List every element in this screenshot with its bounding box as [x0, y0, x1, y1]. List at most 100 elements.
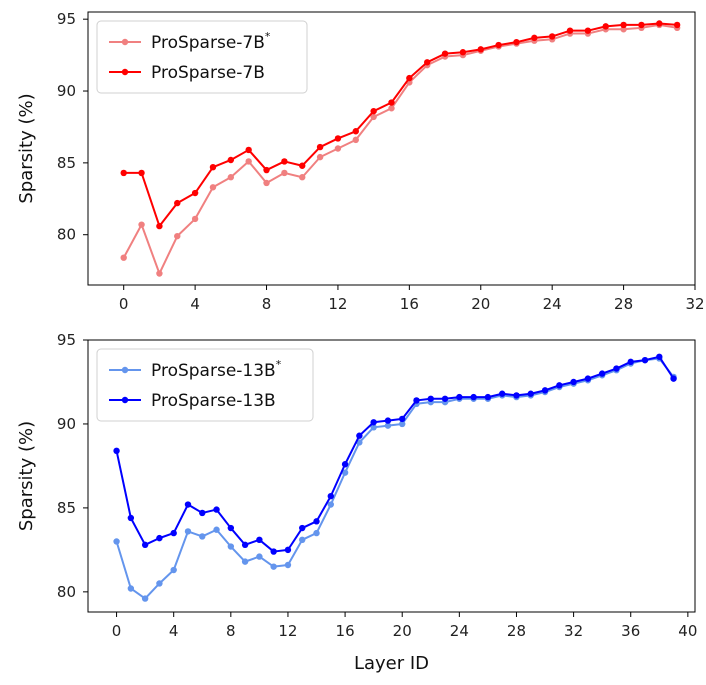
data-point [495, 41, 502, 49]
data-point [174, 232, 181, 240]
plot-frame [87, 339, 696, 613]
legend: ProSparse-13B*ProSparse-13B [96, 348, 314, 422]
legend-label: ProSparse-13B [151, 391, 276, 411]
data-point [513, 38, 520, 46]
y-tick-label: 80 [57, 226, 76, 244]
legend-label-name: ProSparse-13B [151, 391, 276, 411]
x-tick-label: 24 [450, 622, 469, 640]
chart-top: 0 4 8 12 16 20 24 28 32 80 85 90 95 Sparsity (%) ProSp… [16, 10, 705, 313]
data-point [209, 163, 217, 171]
plot-frame [87, 11, 696, 286]
data-point [299, 162, 306, 169]
data-point [245, 158, 252, 165]
data-point [227, 174, 235, 181]
x-tick-label: 4 [190, 295, 200, 313]
data-point [456, 393, 463, 401]
data-point [316, 143, 324, 151]
data-point [138, 169, 145, 177]
data-point [527, 390, 534, 397]
data-point [370, 107, 377, 115]
legend-box [96, 20, 308, 94]
data-point [459, 49, 467, 56]
series-prosparse-7b-star [120, 21, 681, 277]
data-point [270, 548, 277, 555]
x-tick-label: 16 [336, 622, 355, 640]
data-point [138, 221, 145, 228]
data-point [316, 153, 324, 161]
legend-label-name: ProSparse-7B [151, 33, 265, 53]
y-tick-label: 85 [57, 499, 76, 517]
data-point [498, 390, 506, 397]
legend-label-name: ProSparse-7B [151, 63, 265, 83]
data-point [531, 34, 538, 42]
y-tick-label: 90 [57, 415, 76, 433]
data-point [284, 546, 292, 554]
data-point [470, 393, 477, 401]
y-tick-label: 90 [57, 82, 76, 100]
data-point [352, 136, 359, 144]
data-point [184, 528, 192, 535]
x-tick-label: 36 [621, 622, 640, 640]
data-point [313, 518, 320, 525]
data-point [399, 420, 406, 428]
data-point [620, 21, 627, 29]
y-axis-label: Sparsity (%) [16, 421, 37, 531]
data-point [388, 99, 395, 106]
data-point [613, 365, 620, 372]
legend-marker [121, 68, 129, 76]
data-point [641, 356, 649, 364]
data-point [241, 541, 249, 549]
x-tick-label: 4 [169, 622, 179, 640]
x-tick-label: 0 [112, 622, 122, 640]
legend-label-superscript: * [276, 358, 282, 371]
data-point [156, 534, 163, 542]
data-point [566, 27, 574, 34]
x-tick-label: 24 [543, 295, 562, 313]
data-point [570, 378, 577, 386]
data-point [384, 422, 392, 429]
data-point [441, 395, 449, 402]
data-point [406, 74, 413, 82]
y-tick-label: 80 [57, 583, 76, 601]
data-point [656, 20, 663, 27]
x-axis-label: Layer ID [354, 653, 429, 674]
legend-marker [121, 366, 129, 374]
data-point [299, 174, 306, 181]
data-point [156, 580, 163, 587]
legend: ProSparse-7B*ProSparse-7B [96, 20, 308, 94]
data-point [113, 538, 120, 545]
x-tick-label: 28 [614, 295, 633, 313]
data-point [384, 417, 392, 424]
data-point [127, 514, 135, 522]
series-prosparse-13b [113, 353, 677, 555]
x-tick-label: 0 [119, 295, 129, 313]
data-point [263, 166, 270, 174]
data-point [241, 558, 249, 565]
data-point [191, 189, 199, 197]
data-point [120, 169, 127, 177]
data-point [209, 184, 217, 191]
data-point [513, 392, 520, 399]
data-point [413, 397, 420, 404]
data-point [334, 135, 342, 142]
series-line [115, 357, 675, 600]
data-point [341, 469, 349, 476]
x-tick-label: 40 [678, 622, 697, 640]
data-point [141, 595, 149, 602]
data-point [170, 529, 177, 537]
data-point [477, 46, 484, 53]
data-point [656, 353, 663, 360]
data-point [327, 492, 334, 500]
data-point [627, 358, 634, 366]
legend-marker [121, 396, 129, 404]
legend-box [96, 348, 314, 422]
data-point [334, 145, 342, 152]
data-point [156, 222, 163, 230]
data-point [299, 524, 306, 532]
data-point [113, 447, 120, 455]
x-tick-label: 8 [226, 622, 236, 640]
data-point [370, 113, 377, 121]
data-point [120, 254, 127, 261]
data-point [245, 146, 252, 154]
data-point [548, 33, 556, 40]
